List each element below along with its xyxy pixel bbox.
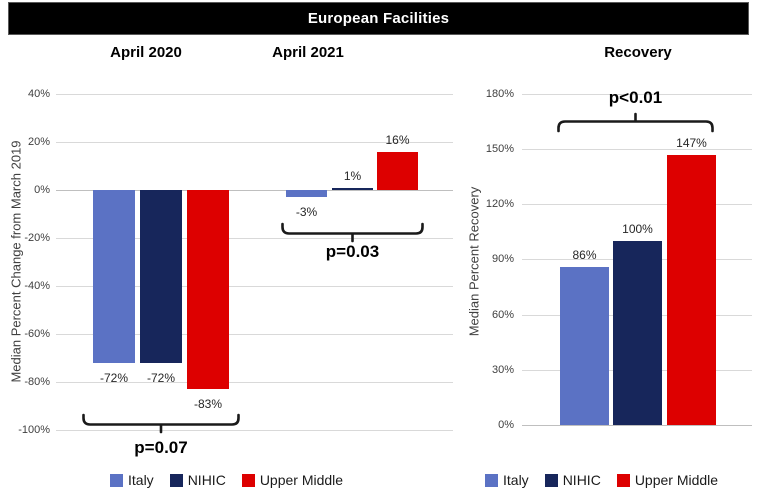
legend-label-italy: Italy xyxy=(128,472,154,488)
bar-value-label: -72% xyxy=(99,371,128,385)
bar-italy xyxy=(560,266,609,425)
legend-label-upper-middle: Upper Middle xyxy=(259,472,344,488)
y-tick-label: 60% xyxy=(491,309,514,321)
y-tick-label: 0% xyxy=(498,419,514,431)
gridline-left xyxy=(56,334,453,335)
gridline-left xyxy=(56,94,453,95)
legend-label-upper-middle: Upper Middle xyxy=(634,472,719,488)
gridline-right xyxy=(522,149,752,150)
legend-label-nihic: NIHIC xyxy=(562,472,601,488)
bar-italy xyxy=(93,190,135,363)
chart-title-recovery: Recovery xyxy=(604,44,672,61)
bar-value-label: 147% xyxy=(676,136,707,150)
gridline-right xyxy=(522,425,752,426)
y-axis-title-right: Median Percent Recovery xyxy=(466,186,482,337)
bar-value-label: 1% xyxy=(343,169,362,183)
legend-item-italy: Italy xyxy=(110,472,154,488)
y-tick-label: 30% xyxy=(491,364,514,376)
legend-label-nihic: NIHIC xyxy=(187,472,226,488)
legend-item-italy: Italy xyxy=(485,472,529,488)
figure-title-banner: European Facilities xyxy=(8,2,749,35)
group-header-april-2021: April 2021 xyxy=(272,44,344,61)
legend-item-upper-middle: Upper Middle xyxy=(616,472,719,488)
y-tick-label: 0% xyxy=(34,184,50,196)
bar-upper-middle xyxy=(377,151,418,190)
legend-swatch-italy xyxy=(110,473,123,487)
bar-upper-middle xyxy=(187,190,229,390)
p-value-label: p=0.03 xyxy=(325,242,380,261)
legend-left: Italy NIHIC Upper Middle xyxy=(110,472,343,488)
gridline-left xyxy=(56,430,453,431)
legend-label-italy: Italy xyxy=(503,472,529,488)
y-tick-label: -20% xyxy=(24,232,50,244)
legend-swatch-upper-middle xyxy=(616,473,630,487)
gridline-left xyxy=(56,238,453,239)
y-tick-label: 120% xyxy=(485,198,514,210)
gridline-left xyxy=(56,190,453,191)
gridline-left xyxy=(56,286,453,287)
bar-value-label: -72% xyxy=(146,371,175,385)
y-tick-label: -60% xyxy=(24,328,50,340)
y-tick-label: 180% xyxy=(485,88,514,100)
p-value-label: p<0.01 xyxy=(608,88,663,107)
legend-item-nihic: NIHIC xyxy=(169,472,226,488)
significance-bracket xyxy=(557,112,714,133)
gridline-right xyxy=(522,94,752,95)
y-tick-label: 150% xyxy=(485,143,514,155)
figure-title: European Facilities xyxy=(307,10,450,27)
bar-value-label: 100% xyxy=(622,222,653,236)
bar-value-label: 86% xyxy=(572,248,597,262)
gridline-left xyxy=(56,142,453,143)
y-tick-label: -100% xyxy=(18,424,50,436)
group-header-april-2020: April 2020 xyxy=(110,44,182,61)
bar-value-label: 16% xyxy=(385,133,410,147)
bar-value-label: -83% xyxy=(193,397,222,411)
bar-nihic xyxy=(613,241,662,425)
y-tick-label: -40% xyxy=(24,280,50,292)
bar-upper-middle xyxy=(667,154,716,425)
y-tick-label: 90% xyxy=(491,253,514,265)
legend-swatch-italy xyxy=(485,473,498,487)
y-tick-label: 40% xyxy=(27,88,50,100)
gridline-left xyxy=(56,382,453,383)
y-axis-title-left: Median Percent Change from March 2019 xyxy=(8,140,24,383)
y-tick-label: 20% xyxy=(27,136,50,148)
significance-bracket xyxy=(82,413,240,434)
bar-italy xyxy=(286,190,327,198)
significance-bracket xyxy=(281,222,424,243)
bar-value-label: -3% xyxy=(295,205,318,219)
legend-swatch-nihic xyxy=(544,473,558,487)
p-value-label: p=0.07 xyxy=(134,438,188,457)
gridline-right xyxy=(522,204,752,205)
bar-nihic xyxy=(140,190,182,363)
legend-item-upper-middle: Upper Middle xyxy=(241,472,344,488)
legend-swatch-nihic xyxy=(169,473,183,487)
y-tick-label: -80% xyxy=(24,376,50,388)
legend-swatch-upper-middle xyxy=(241,473,255,487)
bar-nihic xyxy=(332,187,373,190)
legend-right: Italy NIHIC Upper Middle xyxy=(485,472,718,488)
legend-item-nihic: NIHIC xyxy=(544,472,601,488)
